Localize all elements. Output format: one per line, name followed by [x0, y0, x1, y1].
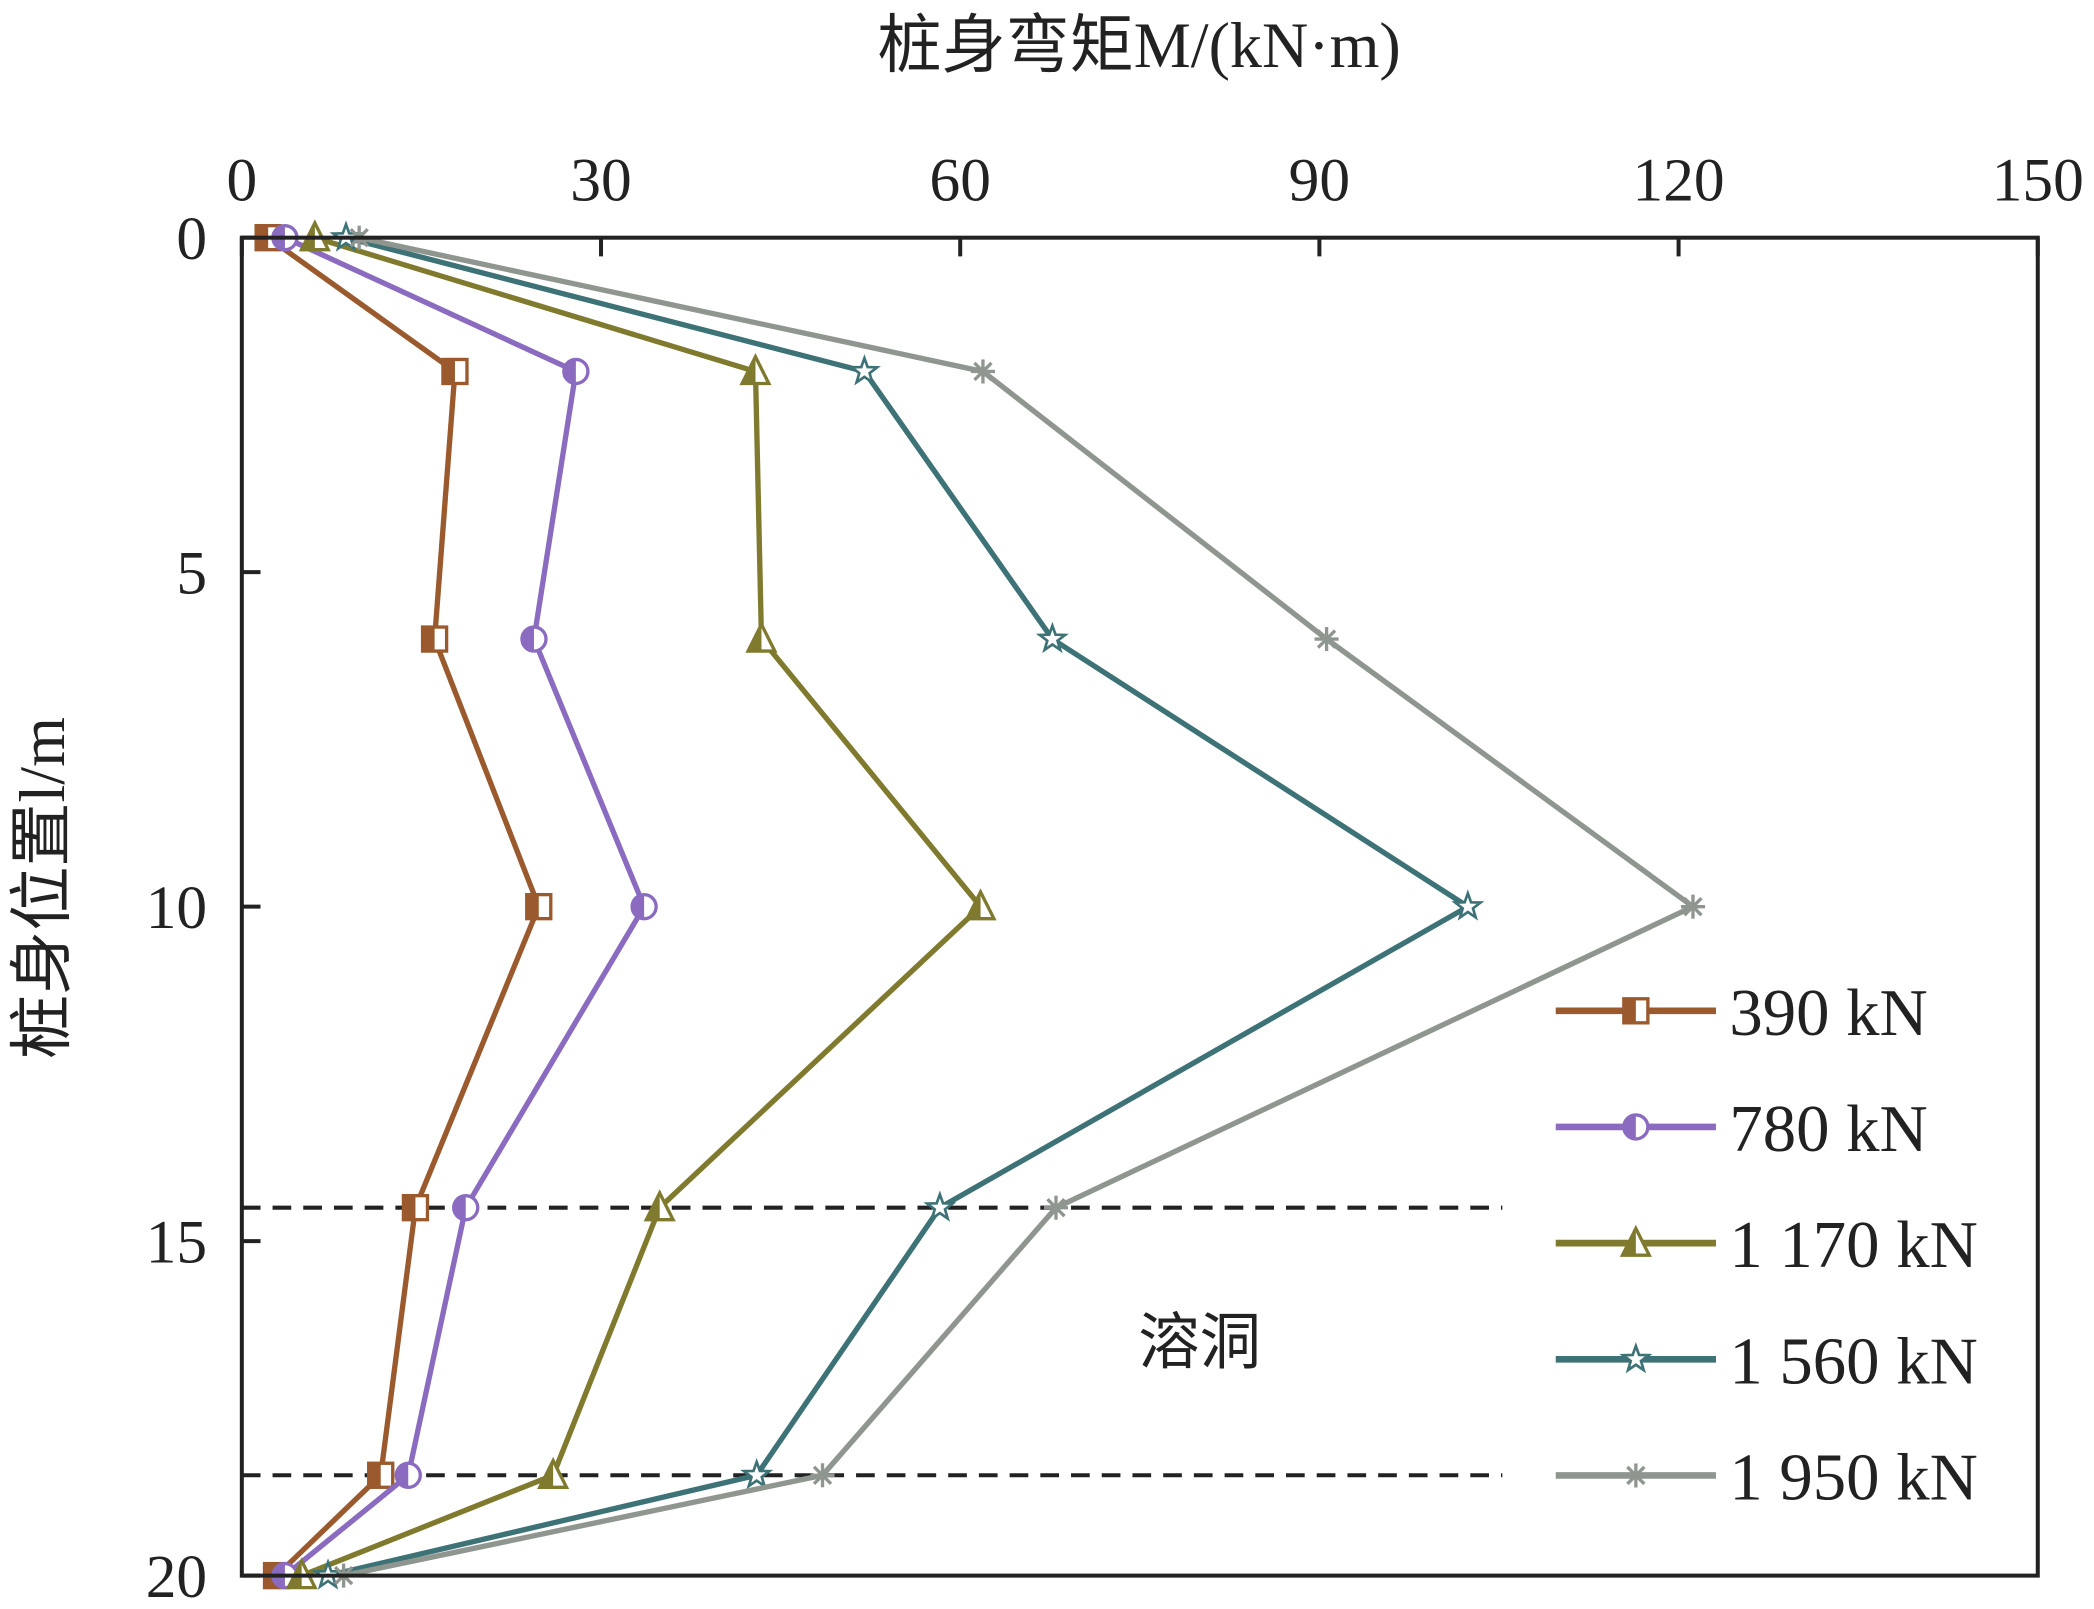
y-tick-label: 20 — [146, 1543, 207, 1609]
legend-label: 1 170 kN — [1729, 1209, 1977, 1282]
series-1950kN — [331, 225, 1705, 1588]
y-tick-label: 0 — [176, 205, 207, 273]
marker-fill — [453, 1195, 466, 1220]
legend-item: 1 560 kN — [1555, 1325, 1978, 1398]
marker-fill — [526, 894, 539, 919]
marker-fill — [1623, 1114, 1636, 1139]
marker-fill — [422, 627, 435, 652]
x-tick-label: 90 — [1289, 146, 1350, 214]
marker — [1619, 1341, 1653, 1374]
series-1170kN — [285, 219, 997, 1590]
marker-fill — [563, 359, 576, 384]
marker — [1046, 1198, 1066, 1218]
legend-label: 1 560 kN — [1729, 1325, 1977, 1398]
legend-label: 390 kN — [1729, 977, 1927, 1050]
marker-fill — [442, 359, 455, 384]
legend-item: 1 170 kN — [1555, 1209, 1978, 1282]
marker-fill — [396, 1463, 409, 1488]
x-tick-label: 150 — [1992, 146, 2084, 214]
legend-item: 1 950 kN — [1555, 1442, 1978, 1515]
plot-frame — [239, 235, 2040, 1578]
marker-fill — [403, 1195, 416, 1220]
marker-fill — [748, 624, 762, 652]
x-tick-label: 30 — [570, 146, 631, 214]
legend-label: 1 950 kN — [1729, 1442, 1977, 1515]
y-tick-label: 15 — [146, 1208, 207, 1276]
legend-item: 780 kN — [1555, 1093, 1928, 1166]
y-tick-label: 10 — [146, 874, 207, 942]
marker — [1451, 889, 1485, 921]
marker — [973, 361, 993, 382]
marker-fill — [646, 1192, 660, 1220]
series-1560kN — [311, 220, 1485, 1590]
x-tick-label: 120 — [1633, 146, 1725, 214]
marker-fill — [521, 627, 534, 652]
marker-fill — [368, 1463, 381, 1488]
series-390kN — [254, 223, 553, 1590]
marker — [1683, 896, 1703, 917]
y-axis-label: 桩身位置l/m — [7, 717, 78, 1059]
marker-fill — [632, 894, 645, 919]
legend-item: 390 kN — [1555, 977, 1928, 1050]
marker-fill — [1623, 998, 1636, 1023]
x-axis-label: 桩身弯矩M/(kN·m) — [878, 10, 1401, 81]
marker-fill — [539, 1460, 554, 1488]
marker — [740, 1457, 774, 1490]
y-tick-label: 5 — [176, 540, 207, 608]
marker — [1316, 629, 1337, 649]
marker — [1035, 621, 1069, 654]
marker — [812, 1465, 833, 1485]
series-line — [266, 235, 542, 1578]
marker — [923, 1190, 957, 1222]
series-line — [327, 235, 1474, 1579]
x-tick-label: 0 — [226, 146, 257, 214]
marker — [847, 354, 881, 386]
legend-label: 780 kN — [1729, 1093, 1927, 1166]
series-780kN — [271, 223, 658, 1590]
x-tick-label: 60 — [930, 146, 991, 214]
marker — [1626, 1465, 1646, 1486]
karst-cave-annotation: 溶洞 — [1138, 1309, 1261, 1377]
